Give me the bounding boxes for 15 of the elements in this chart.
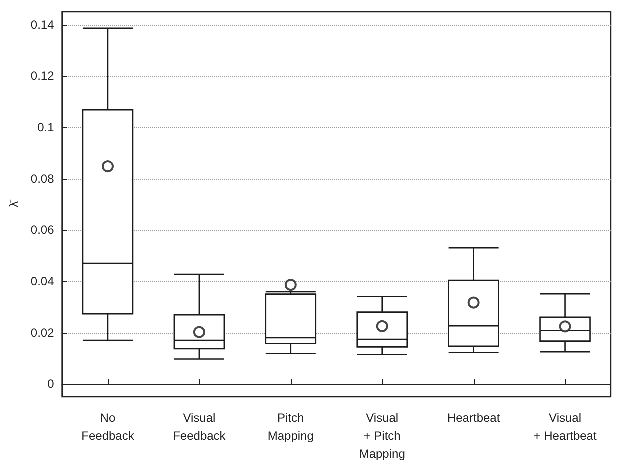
y-tick-label: 0.14 bbox=[30, 18, 55, 32]
y-tick-label: 0.12 bbox=[30, 69, 55, 84]
y-tick-label: 0.06 bbox=[30, 223, 55, 238]
y-tick-label: 0 bbox=[48, 377, 55, 392]
x-tick-label: Visual + Heartbeat bbox=[534, 411, 598, 443]
x-tick-label: Visual + Pitch Mapping bbox=[359, 411, 406, 461]
x-tick-label: Visual Feedback bbox=[173, 411, 227, 443]
y-tick-label: 0.1 bbox=[38, 120, 55, 134]
y-tick-label: 0.08 bbox=[30, 172, 55, 186]
x-tick-label: Heartbeat bbox=[447, 411, 501, 425]
x-tick-label: Pitch Mapping bbox=[268, 411, 314, 443]
y-axis-title: λ̄ bbox=[7, 200, 21, 208]
y-tick-label: 0.02 bbox=[30, 326, 55, 340]
x-tick-label: No Feedback bbox=[82, 411, 136, 443]
y-tick-label: 0.04 bbox=[30, 274, 55, 288]
